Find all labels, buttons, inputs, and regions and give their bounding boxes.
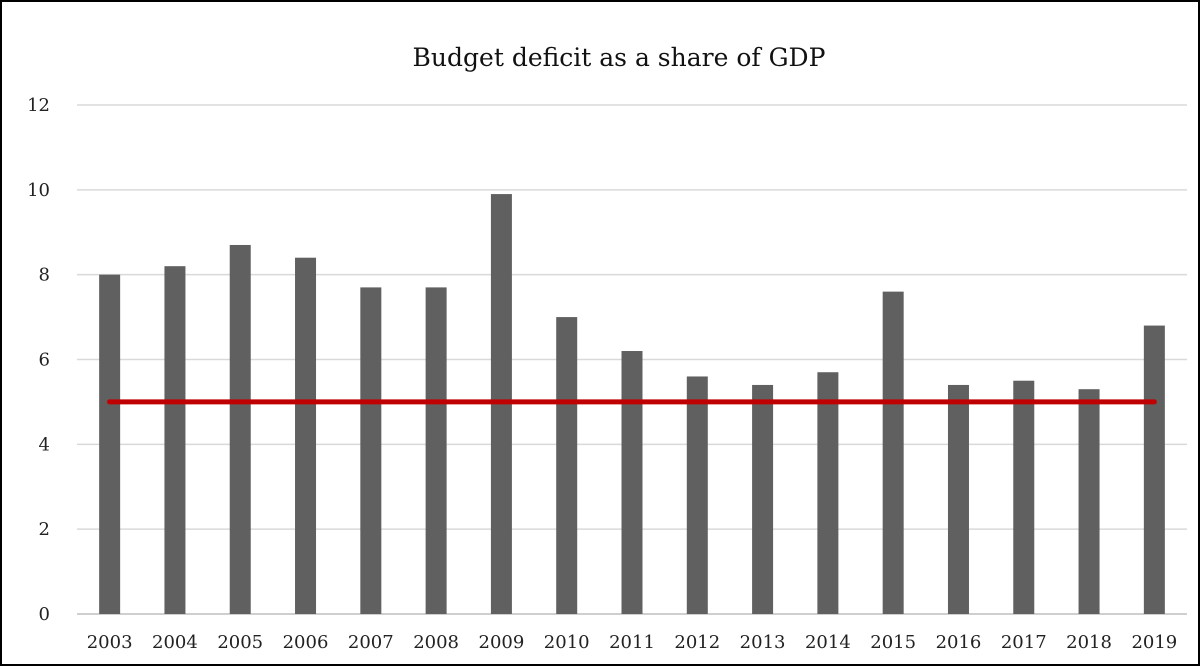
y-tick-label-12: 12	[27, 95, 50, 116]
y-tick-label-6: 6	[39, 350, 50, 371]
x-tick-label-2018: 2018	[1066, 632, 1112, 653]
bar-2003	[99, 274, 121, 614]
bar-2010	[556, 317, 578, 614]
x-tick-label-2016: 2016	[936, 632, 982, 653]
bar-2006	[295, 257, 317, 614]
bar-2014	[817, 372, 839, 614]
x-tick-label-2003: 2003	[87, 632, 133, 653]
x-tick-label-2017: 2017	[1001, 632, 1047, 653]
y-axis-ticks: 0 2 4 6 8 10 12	[27, 95, 50, 625]
bar-2013	[752, 384, 774, 614]
x-tick-label-2005: 2005	[217, 632, 263, 653]
x-tick-label-2014: 2014	[805, 632, 851, 653]
bar-2019	[1143, 325, 1165, 614]
bar-2008	[425, 287, 447, 614]
y-tick-label-10: 10	[27, 180, 50, 201]
x-tick-label-2010: 2010	[544, 632, 590, 653]
x-tick-label-2012: 2012	[674, 632, 720, 653]
x-tick-label-2006: 2006	[283, 632, 329, 653]
x-tick-label-2007: 2007	[348, 632, 394, 653]
y-tick-label-0: 0	[39, 604, 50, 625]
x-tick-label-2013: 2013	[740, 632, 786, 653]
y-tick-label-4: 4	[39, 434, 50, 455]
y-tick-label-8: 8	[39, 265, 50, 286]
x-tick-label-2015: 2015	[870, 632, 916, 653]
bars	[99, 194, 1165, 614]
bar-2005	[229, 244, 251, 614]
x-axis-ticks: 2003 2004 2005 2006 2007 2008 2009 2010 2011 2012…	[87, 632, 1178, 653]
bar-2015	[882, 291, 904, 614]
bar-2007	[360, 287, 382, 614]
x-tick-label-2004: 2004	[152, 632, 198, 653]
bar-2016	[947, 384, 969, 614]
x-tick-label-2008: 2008	[413, 632, 459, 653]
x-tick-label-2011: 2011	[609, 632, 655, 653]
bar-2018	[1078, 389, 1100, 614]
x-tick-label-2019: 2019	[1131, 632, 1177, 653]
bar-2004	[164, 266, 186, 614]
chart-title: Budget deficit as a share of GDP	[413, 43, 826, 72]
bar-2017	[1013, 380, 1035, 614]
bar-2011	[621, 351, 643, 614]
bar-2012	[686, 376, 708, 614]
y-tick-label-2: 2	[39, 519, 50, 540]
x-tick-label-2009: 2009	[479, 632, 525, 653]
